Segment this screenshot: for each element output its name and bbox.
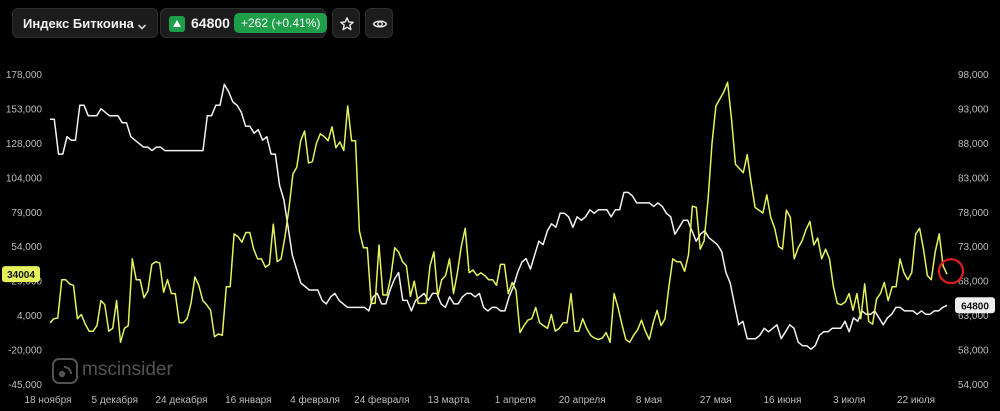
visibility-button[interactable]: [365, 8, 393, 38]
x-axis-tick-label: 16 июня: [763, 395, 801, 406]
price-badge: 64800 +262 (+0.41%): [160, 8, 328, 38]
left-current-value-box: [2, 266, 40, 283]
left-axis-tick-label: 153,000: [6, 104, 43, 115]
triangle-up-icon: [169, 16, 185, 32]
x-axis-tick-label: 24 декабря: [156, 394, 208, 406]
x-axis-tick-label: 18 ноября: [25, 394, 72, 406]
right-axis-tick-label: 98,000: [958, 70, 989, 81]
star-icon: [340, 17, 354, 31]
marker-layer: [937, 258, 965, 285]
x-axis-tick-label: 24 февраля: [354, 394, 409, 406]
x-axis-tick-label: 22 июля: [897, 395, 935, 406]
left-axis-tick-label: 79,000: [11, 208, 42, 219]
series-layer: [49, 81, 948, 350]
right-axis-tick-label: 68,000: [958, 277, 989, 288]
series-line-yellow: [49, 81, 948, 344]
price-change-badge: +262 (+0.41%): [234, 13, 328, 33]
favorite-button[interactable]: [332, 8, 360, 38]
x-axis-tick-label: 4 февраля: [290, 394, 340, 406]
x-axis-tick-label: 1 апреля: [495, 395, 536, 406]
right-current-value-label: 64800: [961, 301, 989, 312]
right-axis-tick-label: 78,000: [958, 208, 989, 219]
right-axis-tick-label: 73,000: [958, 242, 989, 253]
left-axis-tick-label: 4,000: [17, 311, 42, 322]
x-axis: 18 ноября 5 декабря 24 декабря 16 января 4 ф…: [25, 394, 936, 406]
right-axis-tick-label: 58,000: [958, 346, 989, 357]
chevron-down-icon: [137, 19, 147, 37]
x-axis-tick-label: 3 июля: [833, 395, 865, 406]
right-axis-tick-label: 63,000: [958, 311, 989, 322]
x-axis-tick-label: 5 декабря: [92, 394, 138, 406]
x-axis-tick-label: 20 апреля: [559, 395, 606, 406]
right-current-value-box: [955, 297, 995, 314]
msc-logo-icon: [52, 358, 78, 384]
x-axis-tick-label: 16 января: [225, 395, 271, 406]
left-axis-tick-label: 104,000: [6, 173, 43, 184]
left-axis: 178,000 153,000 128,000 104,000 79,000 54,000…: [6, 70, 43, 391]
left-current-value-label: 34004: [7, 270, 35, 281]
toolbar: Индекс Биткоина 64800 +262 (+0.41%): [0, 0, 1000, 48]
x-axis-tick-label: 27 мая: [700, 395, 732, 406]
series-line-white: [50, 83, 948, 350]
eye-icon: [372, 20, 388, 28]
right-axis: 98,000 93,000 88,000 83,000 78,000 73,000 68,0…: [958, 70, 989, 391]
right-axis-tick-label: 88,000: [958, 139, 989, 150]
left-axis-tick-label: 128,000: [6, 139, 43, 150]
index-name: Индекс Биткоина: [23, 16, 134, 31]
left-axis-tick-label: 178,000: [6, 70, 43, 81]
right-axis-tick-label: 54,000: [958, 380, 989, 391]
left-axis-tick-label: 54,000: [11, 242, 42, 253]
highlight-marker: [937, 258, 965, 285]
current-price: 64800: [191, 15, 230, 31]
index-selector-dropdown[interactable]: Индекс Биткоина: [12, 8, 158, 38]
watermark-text: mscinsider: [82, 359, 173, 380]
right-axis-tick-label: 93,000: [958, 104, 989, 115]
x-axis-tick-label: 8 мая: [636, 395, 662, 406]
x-axis-tick-label: 13 марта: [428, 395, 470, 406]
current-value-labels: 34004 64800: [2, 266, 995, 314]
left-axis-tick-label: -20,000: [8, 346, 42, 357]
right-axis-tick-label: 83,000: [958, 173, 989, 184]
left-axis-tick-label: -45,000: [8, 380, 42, 391]
